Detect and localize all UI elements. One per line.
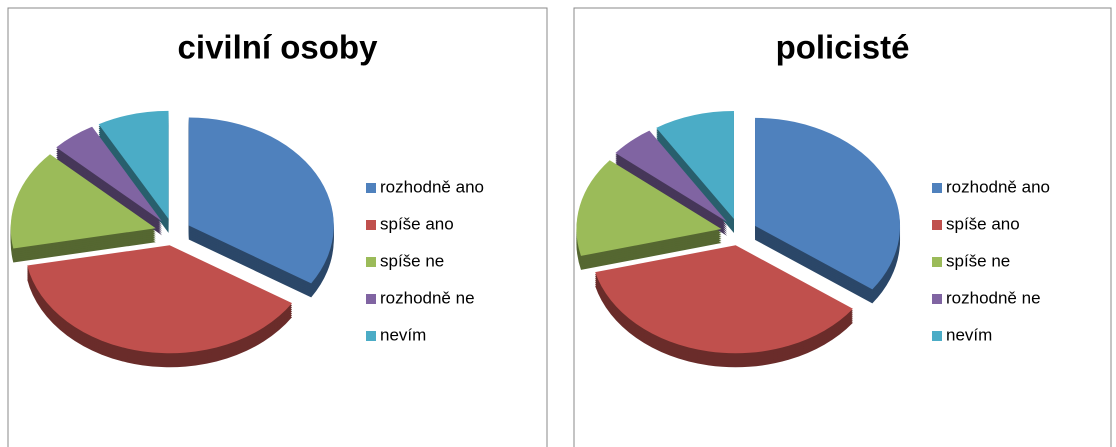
- chart-title: civilní osoby: [178, 29, 379, 66]
- legend-label: spíše ano: [380, 214, 454, 233]
- legend-label: rozhodně ne: [946, 288, 1041, 307]
- slice: [10, 154, 156, 249]
- slice: [98, 110, 169, 219]
- legend-label: spíše ano: [946, 214, 1020, 233]
- legend-swatch: [366, 183, 376, 193]
- legend-swatch: [932, 257, 942, 267]
- slice: [188, 117, 334, 284]
- slice: [27, 245, 293, 354]
- legend-label: spíše ne: [946, 251, 1010, 270]
- slice: [576, 160, 722, 256]
- chart: civilní osoby rozhodně ano spíše ano spíše …: [7, 7, 548, 447]
- legend-swatch: [366, 257, 376, 267]
- legend-swatch: [932, 331, 942, 341]
- slice: [755, 117, 901, 290]
- slice: [615, 130, 728, 222]
- legend-label: nevím: [380, 325, 426, 344]
- slice: [656, 111, 734, 220]
- legend-swatch: [932, 183, 942, 193]
- legend-swatch: [932, 294, 942, 304]
- legend-swatch: [932, 220, 942, 230]
- legend-label: rozhodně ano: [946, 177, 1050, 196]
- slice: [56, 126, 162, 222]
- legend-swatch: [366, 294, 376, 304]
- legend-swatch: [366, 220, 376, 230]
- legend-swatch: [366, 331, 376, 341]
- legend-label: rozhodně ne: [380, 288, 475, 307]
- slice: [595, 245, 853, 354]
- legend-label: rozhodně ano: [380, 177, 484, 196]
- chart-title: policisté: [776, 29, 910, 66]
- legend-label: nevím: [946, 325, 992, 344]
- legend-label: spíše ne: [380, 251, 444, 270]
- chart: policisté rozhodně ano spíše ano spíše ne ro…: [573, 7, 1112, 447]
